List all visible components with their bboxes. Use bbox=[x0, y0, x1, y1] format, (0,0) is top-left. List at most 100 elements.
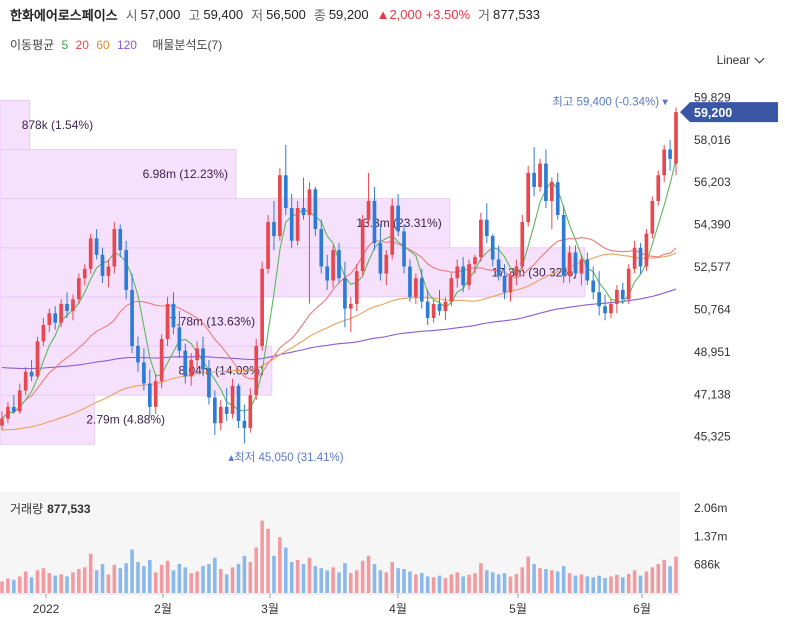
candle bbox=[443, 301, 448, 311]
volume-bar bbox=[366, 555, 371, 593]
candle bbox=[266, 222, 270, 269]
candle bbox=[242, 420, 247, 428]
volume-bar bbox=[402, 569, 406, 593]
ma-5[interactable]: 5 bbox=[61, 38, 69, 52]
volume-bar bbox=[396, 568, 400, 593]
volume-bar bbox=[343, 563, 347, 593]
volume-bar bbox=[94, 570, 99, 593]
high-label: 고 bbox=[188, 7, 201, 23]
volume-profile-label[interactable]: 매물분석도(7) bbox=[152, 38, 223, 52]
candle bbox=[354, 271, 359, 304]
candle bbox=[207, 369, 211, 398]
volume-bar bbox=[485, 570, 489, 593]
x-tick-label: 5월 bbox=[509, 602, 527, 616]
last-price-tag bbox=[680, 102, 778, 123]
volume-bar bbox=[201, 566, 205, 593]
candle bbox=[17, 390, 22, 412]
stock-name: 한화에어로스페이스 bbox=[10, 7, 118, 23]
volume-bar bbox=[100, 564, 105, 593]
volume-bar bbox=[621, 577, 625, 593]
ma-120[interactable]: 120 bbox=[116, 38, 137, 52]
x-tick-label: 3월 bbox=[261, 602, 279, 616]
volume-bar bbox=[124, 563, 128, 593]
x-tick-label: 2월 bbox=[154, 602, 172, 616]
scale-selector[interactable]: Linear bbox=[717, 53, 765, 67]
volume-tick-label: 1.37m bbox=[694, 529, 727, 543]
volume-bar bbox=[615, 574, 619, 593]
volume-bar bbox=[384, 572, 389, 593]
candle bbox=[644, 233, 649, 267]
volume-label: 거 bbox=[478, 7, 491, 23]
candle bbox=[159, 339, 164, 382]
volume-bar bbox=[266, 528, 270, 593]
volume-bar bbox=[260, 520, 264, 593]
candle bbox=[348, 303, 353, 309]
price-tick-label: 59,829 bbox=[694, 90, 731, 104]
candle bbox=[384, 254, 389, 274]
volume-bar bbox=[136, 561, 140, 593]
volume-bar bbox=[414, 574, 418, 593]
volume-value: 877,533 bbox=[493, 6, 541, 22]
volume-bar bbox=[224, 574, 229, 593]
candle bbox=[213, 397, 217, 424]
volume-bar bbox=[532, 564, 536, 593]
price-tick-label: 54,390 bbox=[694, 218, 731, 232]
candle bbox=[88, 238, 93, 269]
candle bbox=[82, 268, 87, 279]
ma-60[interactable]: 60 bbox=[96, 38, 110, 52]
candle bbox=[674, 112, 678, 164]
candle bbox=[325, 266, 330, 281]
high-value: 59,400 bbox=[203, 6, 244, 22]
candle bbox=[544, 163, 548, 201]
x-tick-label: 4월 bbox=[389, 602, 407, 616]
volume-profile-bar bbox=[0, 247, 586, 298]
stock-header: 한화에어로스페이스 시 57,000 고 59,400 저 56,500 종 59,20… bbox=[10, 4, 548, 24]
candle bbox=[378, 243, 383, 274]
volume-bar bbox=[272, 555, 276, 593]
candle bbox=[224, 406, 229, 414]
candle bbox=[638, 247, 643, 267]
candle bbox=[124, 250, 128, 290]
candle bbox=[656, 175, 661, 201]
candle bbox=[626, 268, 631, 300]
candle bbox=[278, 175, 282, 237]
candle bbox=[301, 208, 306, 216]
candle bbox=[183, 350, 188, 377]
candle bbox=[414, 278, 418, 297]
volume-bar bbox=[71, 572, 75, 593]
volume-bar bbox=[591, 577, 596, 593]
candle bbox=[437, 303, 442, 311]
volume-tick-label: 686k bbox=[694, 558, 721, 572]
open-label: 시 bbox=[125, 7, 138, 23]
volume-bar bbox=[254, 547, 259, 593]
candle bbox=[189, 360, 194, 377]
volume-bar bbox=[419, 573, 424, 593]
candle bbox=[77, 278, 81, 300]
volume-bar bbox=[195, 571, 199, 593]
ma-20[interactable]: 20 bbox=[75, 38, 89, 52]
candle bbox=[142, 362, 146, 384]
volume-bar bbox=[153, 572, 158, 593]
volume-bar bbox=[662, 559, 666, 593]
volume-bar bbox=[53, 575, 57, 593]
volume-bar bbox=[77, 569, 81, 593]
volume-bar bbox=[301, 564, 306, 593]
volume-bar bbox=[573, 575, 578, 593]
last-price-label: 59,200 bbox=[694, 106, 732, 120]
price-tick-label: 45,325 bbox=[694, 430, 731, 444]
volume-bar bbox=[183, 567, 188, 593]
volume-bar bbox=[378, 570, 383, 593]
candle bbox=[236, 385, 241, 421]
volume-bar bbox=[437, 575, 442, 593]
volume-panel-title: 거래량 877,533 bbox=[10, 500, 91, 517]
candle bbox=[218, 406, 223, 424]
candle bbox=[526, 172, 531, 223]
candle bbox=[260, 268, 264, 347]
candle bbox=[550, 182, 554, 201]
candle bbox=[153, 381, 158, 407]
volume-bar bbox=[597, 575, 601, 593]
candle bbox=[177, 327, 182, 351]
candle bbox=[29, 371, 34, 377]
candle bbox=[467, 264, 471, 286]
